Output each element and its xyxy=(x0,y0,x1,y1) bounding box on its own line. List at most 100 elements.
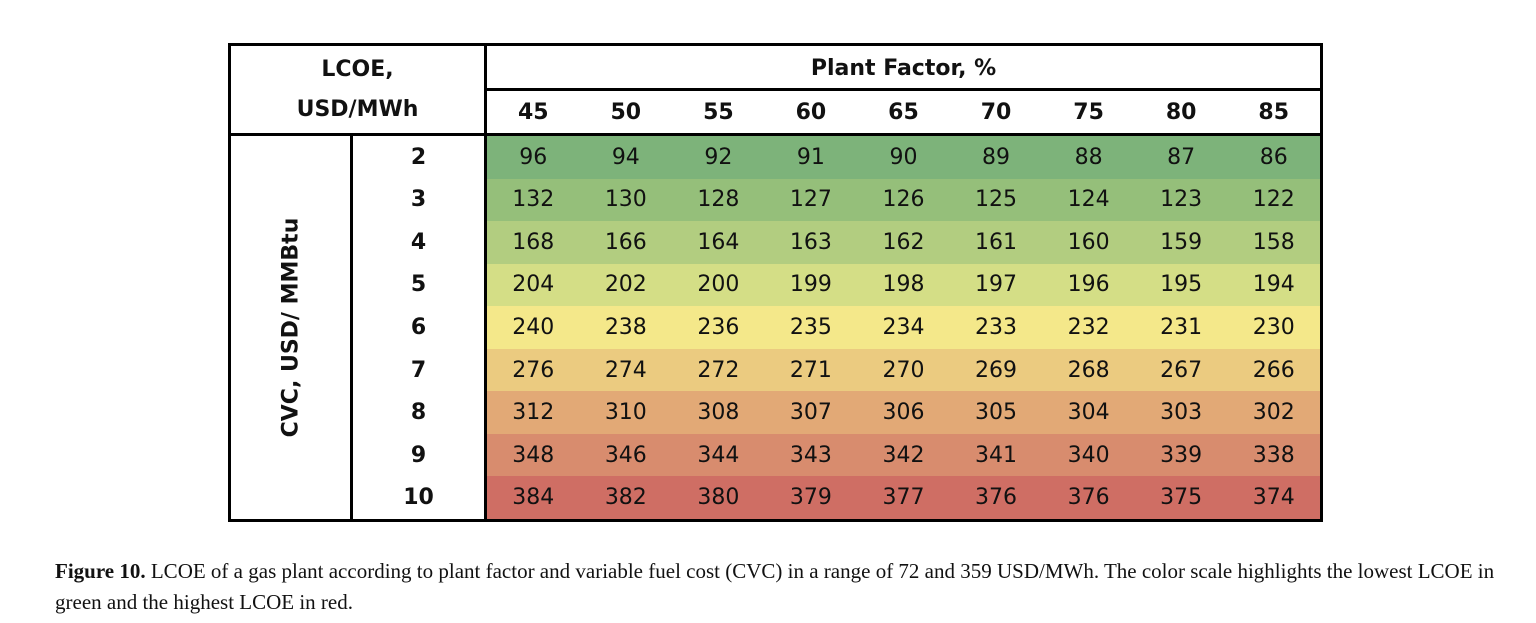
heatmap-cell: 274 xyxy=(604,357,647,383)
row-tick-label: 2 xyxy=(410,144,427,170)
heatmap-cell: 159 xyxy=(1160,229,1203,255)
heatmap-cell: 161 xyxy=(975,229,1018,255)
heatmap-cell: 375 xyxy=(1160,485,1203,511)
heatmap-row-band xyxy=(487,348,1320,392)
heatmap-cell: 232 xyxy=(1067,314,1110,340)
heatmap-cell: 240 xyxy=(512,314,555,340)
heatmap-row-band xyxy=(487,136,1320,180)
corner-label: LCOE, USD/MWh xyxy=(231,46,484,133)
heatmap-cell: 91 xyxy=(796,144,825,170)
heatmap-row-band xyxy=(487,306,1320,350)
heatmap-cell: 163 xyxy=(789,229,832,255)
heatmap-row-band xyxy=(487,476,1320,520)
heatmap-cell: 302 xyxy=(1252,400,1295,426)
corner-label-line2: USD/MWh xyxy=(296,96,419,122)
heatmap-cell: 162 xyxy=(882,229,925,255)
row-tick-label: 6 xyxy=(410,314,427,340)
heatmap-cell: 168 xyxy=(512,229,555,255)
heatmap-cell: 276 xyxy=(512,357,555,383)
heatmap-cell: 346 xyxy=(604,442,647,468)
heatmap-cell: 374 xyxy=(1252,485,1295,511)
row-tick-label: 7 xyxy=(410,357,427,383)
figure-caption: Figure 10. LCOE of a gas plant according… xyxy=(55,556,1495,618)
heatmap-cell: 200 xyxy=(697,272,740,298)
divider xyxy=(231,133,1320,136)
column-tick-label: 80 xyxy=(1165,99,1197,125)
heatmap-cell: 89 xyxy=(982,144,1011,170)
divider xyxy=(484,46,487,519)
heatmap-cell: 164 xyxy=(697,229,740,255)
heatmap-cell: 307 xyxy=(789,400,832,426)
heatmap-cell: 343 xyxy=(789,442,832,468)
corner-label-line1: LCOE, xyxy=(321,56,394,82)
heatmap-cell: 122 xyxy=(1252,187,1295,213)
heatmap-cell: 166 xyxy=(604,229,647,255)
heatmap-cell: 342 xyxy=(882,442,925,468)
heatmap-cell: 204 xyxy=(512,272,555,298)
heatmap-cell: 128 xyxy=(697,187,740,213)
caption-text: LCOE of a gas plant according to plant f… xyxy=(55,559,1495,614)
heatmap-cell: 94 xyxy=(611,144,640,170)
heatmap-cell: 132 xyxy=(512,187,555,213)
heatmap-cell: 233 xyxy=(975,314,1018,340)
column-tick-label: 60 xyxy=(795,99,827,125)
row-tick-label: 5 xyxy=(410,272,427,298)
heatmap-cell: 268 xyxy=(1067,357,1110,383)
heatmap-cell: 338 xyxy=(1252,442,1295,468)
heatmap-cell: 127 xyxy=(789,187,832,213)
row-header-text: CVC, USD/ MMBtu xyxy=(278,217,304,438)
heatmap-cell: 87 xyxy=(1167,144,1196,170)
heatmap-row-band xyxy=(487,433,1320,477)
column-tick-label: 85 xyxy=(1258,99,1290,125)
heatmap-cell: 238 xyxy=(604,314,647,340)
heatmap-cell: 197 xyxy=(975,272,1018,298)
column-tick-label: 45 xyxy=(517,99,549,125)
caption-label: Figure 10. xyxy=(55,559,146,583)
row-tick-label: 4 xyxy=(410,229,427,255)
heatmap-cell: 267 xyxy=(1160,357,1203,383)
heatmap-cell: 305 xyxy=(975,400,1018,426)
heatmap-cell: 234 xyxy=(882,314,925,340)
heatmap-cell: 382 xyxy=(604,485,647,511)
heatmap-cell: 376 xyxy=(975,485,1018,511)
heatmap-cell: 303 xyxy=(1160,400,1203,426)
heatmap-cell: 236 xyxy=(697,314,740,340)
heatmap-cell: 341 xyxy=(975,442,1018,468)
column-tick-label: 50 xyxy=(610,99,642,125)
heatmap-row-band xyxy=(487,263,1320,307)
heatmap-cell: 266 xyxy=(1252,357,1295,383)
column-tick-label: 70 xyxy=(980,99,1012,125)
heatmap-cell: 384 xyxy=(512,485,555,511)
heatmap-cell: 272 xyxy=(697,357,740,383)
heatmap-cell: 160 xyxy=(1067,229,1110,255)
divider xyxy=(350,133,353,519)
heatmap-cell: 348 xyxy=(512,442,555,468)
row-tick-label: 9 xyxy=(410,442,427,468)
heatmap-row-band xyxy=(487,221,1320,265)
heatmap-cell: 199 xyxy=(789,272,832,298)
heatmap-cell: 198 xyxy=(882,272,925,298)
heatmap-cell: 123 xyxy=(1160,187,1203,213)
heatmap-cell: 88 xyxy=(1074,144,1103,170)
heatmap-cell: 269 xyxy=(975,357,1018,383)
heatmap-cell: 194 xyxy=(1252,272,1295,298)
heatmap-cell: 306 xyxy=(882,400,925,426)
heatmap-row-band xyxy=(487,391,1320,435)
heatmap-cell: 96 xyxy=(519,144,548,170)
heatmap-row-band xyxy=(487,178,1320,222)
row-tick-label: 3 xyxy=(410,187,427,213)
heatmap-cell: 379 xyxy=(789,485,832,511)
heatmap-cell: 308 xyxy=(697,400,740,426)
heatmap-cell: 196 xyxy=(1067,272,1110,298)
heatmap-cell: 376 xyxy=(1067,485,1110,511)
heatmap-cell: 158 xyxy=(1252,229,1295,255)
heatmap-cell: 92 xyxy=(704,144,733,170)
column-header: Plant Factor, % xyxy=(810,55,997,81)
heatmap-cell: 90 xyxy=(889,144,918,170)
column-tick-label: 55 xyxy=(703,99,734,125)
heatmap-cell: 230 xyxy=(1252,314,1295,340)
heatmap-cell: 380 xyxy=(697,485,740,511)
heatmap-cell: 339 xyxy=(1160,442,1203,468)
heatmap-cell: 312 xyxy=(512,400,555,426)
heatmap-cell: 304 xyxy=(1067,400,1110,426)
